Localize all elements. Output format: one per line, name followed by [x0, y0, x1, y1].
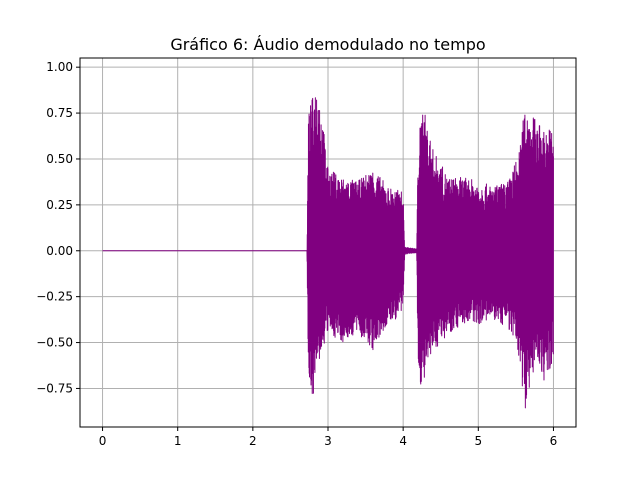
y-tick-label: −0.25 — [36, 290, 73, 304]
y-tick-label: 0.75 — [46, 106, 73, 120]
x-tick-label: 4 — [399, 434, 407, 448]
y-tick-label: −0.50 — [36, 336, 73, 350]
x-tick-label: 5 — [474, 434, 482, 448]
x-tick-label: 1 — [174, 434, 182, 448]
x-tick-label: 6 — [550, 434, 558, 448]
signal-line — [102, 97, 554, 409]
x-tick-label: 2 — [249, 434, 257, 448]
y-tick-label: 0.25 — [46, 198, 73, 212]
x-tick-label: 0 — [99, 434, 107, 448]
y-tick-label: 0.50 — [46, 152, 73, 166]
y-tick-label: 1.00 — [46, 60, 73, 74]
y-tick-label: 0.00 — [46, 244, 73, 258]
y-axis: −0.75 −0.50 −0.25 0.00 0.25 0.50 0.75 1.00 — [36, 60, 80, 395]
y-tick-label: −0.75 — [36, 381, 73, 395]
chart-title: Gráfico 6: Áudio demodulado no tempo — [170, 35, 485, 54]
signal-series — [102, 97, 554, 409]
x-axis: 0 1 2 3 4 5 6 — [99, 427, 558, 448]
x-tick-label: 3 — [324, 434, 332, 448]
